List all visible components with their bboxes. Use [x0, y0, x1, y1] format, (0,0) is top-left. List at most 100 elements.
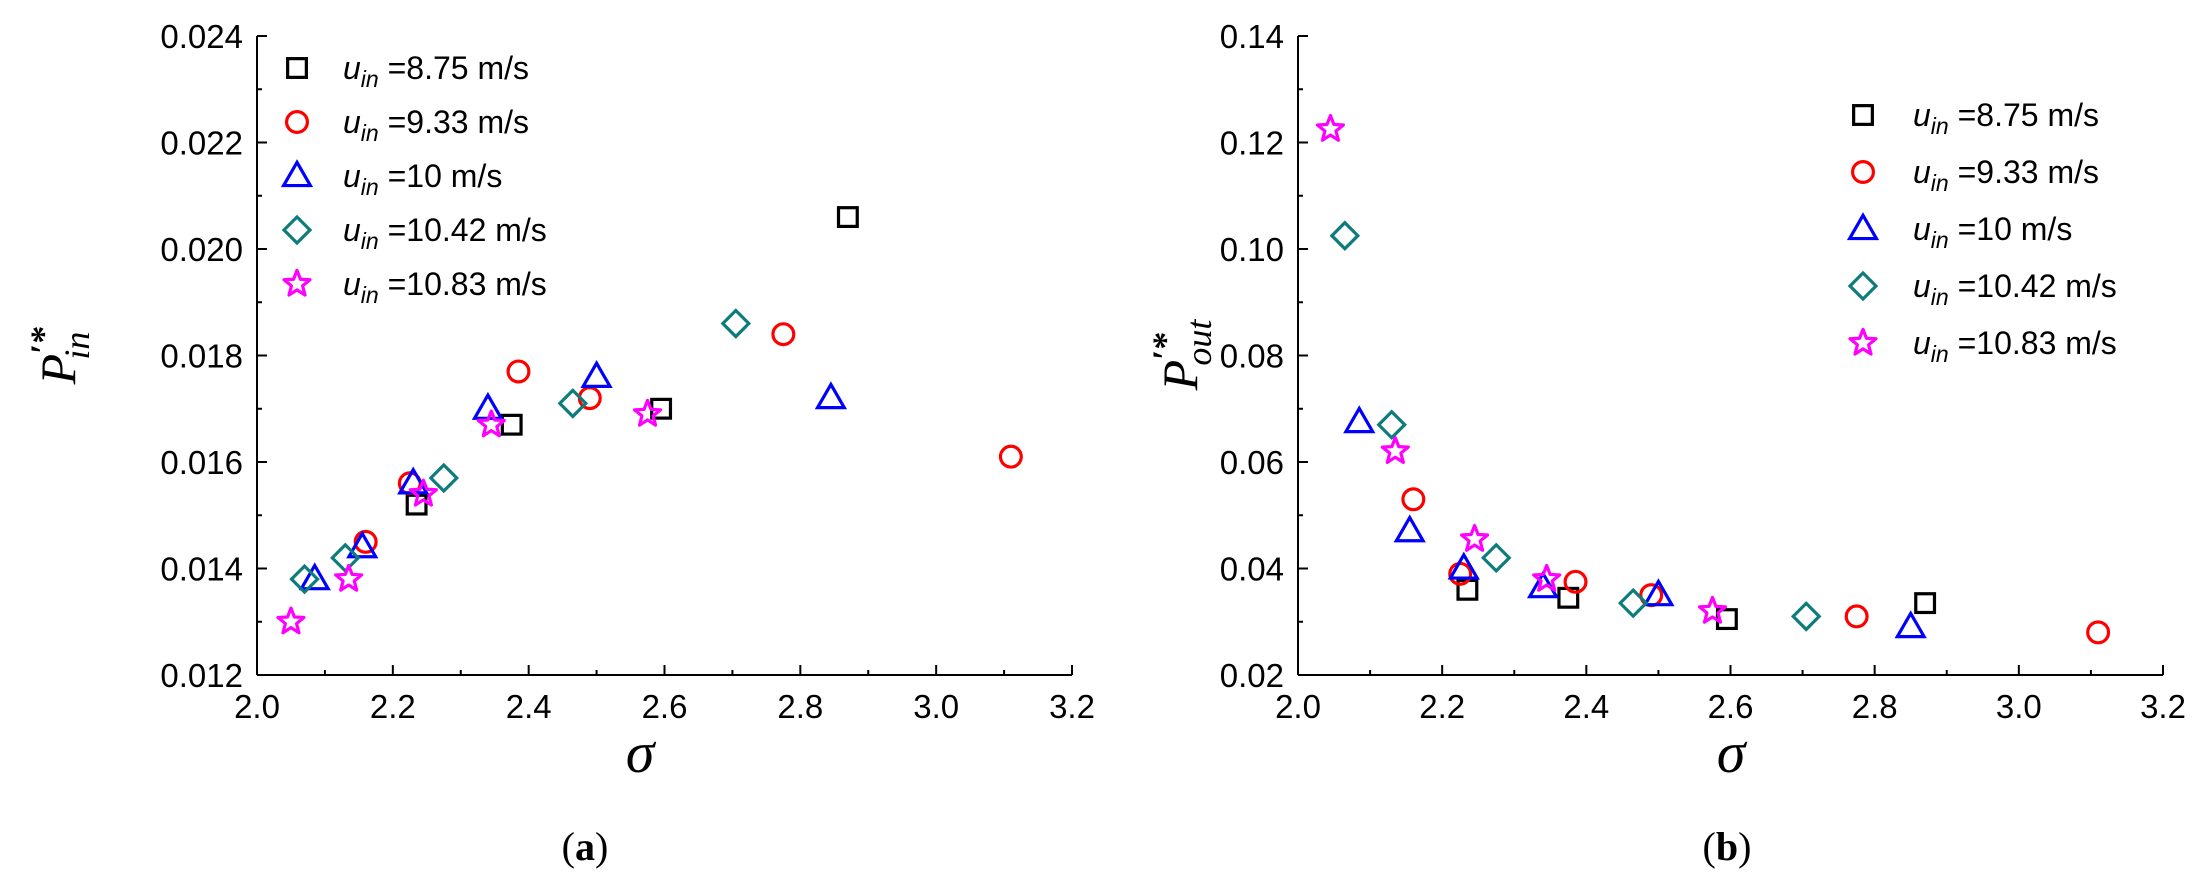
- x-tick-label: 2.8: [1852, 688, 1898, 725]
- legend-label: uin =9.33 m/s: [343, 104, 529, 146]
- data-point: [500, 413, 523, 436]
- series-4: [1315, 113, 1728, 624]
- data-point: [1480, 542, 1512, 574]
- data-point: [408, 478, 438, 507]
- legend-marker: [1852, 104, 1874, 126]
- legend-label: uin =10 m/s: [1913, 211, 2072, 253]
- legend-marker: [285, 109, 310, 134]
- x-axis-label: σ: [626, 720, 657, 785]
- data-point: [298, 562, 331, 591]
- data-point: [1343, 405, 1376, 434]
- series-0: [1456, 578, 1937, 631]
- x-tick-label: 2.4: [506, 688, 552, 725]
- y-tick-label: 0.04: [1220, 551, 1284, 588]
- x-tick-label: 3.0: [913, 688, 959, 725]
- data-point: [276, 606, 306, 635]
- data-point: [334, 563, 364, 592]
- data-point: [1380, 436, 1410, 464]
- y-tick-label: 0.12: [1220, 125, 1284, 162]
- data-point: [506, 359, 531, 384]
- data-point: [1894, 610, 1927, 639]
- data-point: [1697, 595, 1728, 624]
- x-tick-label: 2.2: [370, 688, 416, 725]
- y-tick-label: 0.020: [160, 231, 243, 268]
- data-point: [1790, 601, 1822, 632]
- y-tick-label: 0.014: [160, 551, 243, 588]
- series-2: [298, 359, 848, 591]
- y-tick-label: 0.024: [160, 18, 243, 55]
- chart-panel-a: 2.0 2.2 2.4 2.6 2.8 3.0 3.2 0.012 0.014 0.016 0.01…: [23, 18, 1095, 869]
- legend-marker: [280, 159, 314, 188]
- y-tick-label: 0.02: [1220, 657, 1284, 694]
- x-tick-label: 3.2: [2140, 688, 2186, 725]
- data-point: [1617, 587, 1649, 619]
- x-tick-label: 2.0: [1275, 688, 1321, 725]
- x-axis-label: σ: [1717, 720, 1748, 785]
- panel-label: (b): [1703, 824, 1752, 869]
- x-tick-label: 2.2: [1419, 688, 1465, 725]
- legend-marker: [1846, 212, 1880, 241]
- data-point: [1393, 514, 1426, 543]
- legend-label: uin =10.42 m/s: [1913, 268, 2117, 310]
- series-2: [1343, 405, 1927, 639]
- data-point: [1642, 578, 1675, 607]
- data-point: [346, 530, 379, 559]
- data-point: [720, 308, 752, 339]
- legend-label: uin =8.75 m/s: [343, 50, 529, 92]
- legend: uin =8.75 m/s uin =9.33 m/s uin =10 m/s uin…: [1846, 97, 2117, 367]
- data-point: [1844, 604, 1869, 629]
- legend-marker: [1848, 327, 1878, 356]
- data-point: [836, 206, 859, 229]
- data-point: [1376, 409, 1407, 440]
- data-point: [1532, 563, 1562, 592]
- x-tick-label: 3.0: [1996, 688, 2042, 725]
- y-tick-label: 0.016: [160, 444, 243, 481]
- x-tick-label: 2.6: [1708, 688, 1754, 725]
- data-point: [1563, 569, 1588, 594]
- series-0: [405, 206, 859, 516]
- data-point: [2086, 620, 2111, 645]
- data-point: [353, 529, 378, 554]
- y-axis-label: P′*in: [23, 326, 97, 386]
- data-point: [1460, 523, 1490, 552]
- legend-marker: [1850, 160, 1875, 185]
- data-point: [1401, 487, 1426, 512]
- data-point: [476, 409, 506, 438]
- data-point: [1914, 592, 1937, 615]
- y-axis-label: P′*out: [1145, 319, 1219, 392]
- data-point: [471, 391, 505, 420]
- data-point: [814, 381, 848, 410]
- legend-marker: [282, 268, 312, 297]
- x-tick-label: 3.2: [1049, 688, 1095, 725]
- legend-label: uin =10.83 m/s: [1913, 325, 2117, 367]
- data-point: [428, 462, 460, 494]
- y-tick-label: 0.012: [160, 657, 243, 694]
- data-point: [1447, 551, 1480, 580]
- legend-label: uin =10.83 m/s: [343, 266, 547, 308]
- series-4: [276, 398, 663, 635]
- y-tick-label: 0.08: [1220, 338, 1284, 375]
- y-tick-label: 0.018: [160, 338, 243, 375]
- data-point: [557, 388, 589, 419]
- x-tick-label: 2.0: [234, 688, 280, 725]
- data-point: [580, 359, 613, 388]
- series-3: [1329, 220, 1822, 632]
- chart-panel-b: 2.0 2.2 2.4 2.6 2.8 3.0 3.2 0.02 0.04 0.06 0.08 0.1…: [1145, 18, 2186, 869]
- data-point: [632, 398, 663, 427]
- legend-marker: [1847, 270, 1879, 302]
- data-point: [771, 322, 796, 347]
- data-point: [998, 444, 1023, 469]
- x-tick-label: 2.4: [1563, 688, 1609, 725]
- x-tick-label: 2.6: [642, 688, 688, 725]
- y-tick-label: 0.14: [1220, 18, 1284, 55]
- panel-label: (a): [562, 824, 609, 869]
- legend-label: uin =10 m/s: [343, 158, 502, 200]
- y-tick-label: 0.10: [1220, 231, 1284, 268]
- y-tick-label: 0.022: [160, 125, 243, 162]
- data-point: [1329, 220, 1361, 251]
- legend-marker: [281, 214, 313, 246]
- legend-label: uin =9.33 m/s: [1913, 154, 2099, 196]
- data-point: [289, 563, 320, 595]
- series-1: [1401, 487, 2111, 645]
